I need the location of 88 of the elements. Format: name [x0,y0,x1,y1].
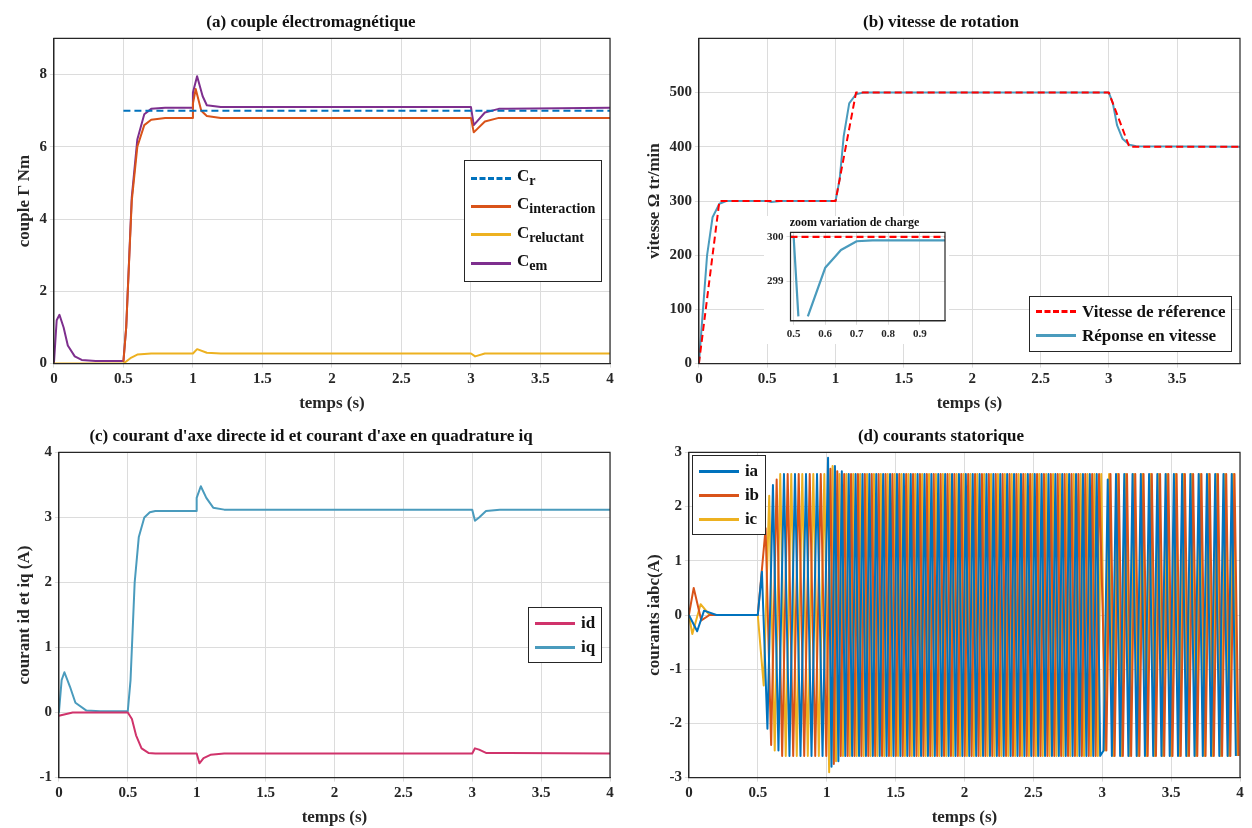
legend-label: C$_{interaction}$ [517,193,596,219]
x-tick-label: 1 [831,370,840,387]
x-axis-title: temps (s) [301,807,368,827]
legend-label: Réponse en vitesse [1082,324,1217,347]
y-tick-label: 1 [44,638,52,655]
legend-label: Vitesse de réference [1082,300,1226,323]
x-tick-label: 3.5 [1161,784,1181,801]
x-tick-label: 2 [328,370,336,387]
y-tick-label: 299 [767,273,784,286]
x-tick-label: 3 [1105,370,1113,387]
y-tick-label: 0 [684,354,692,371]
y-tick-label: 2 [44,573,52,590]
x-tick-label: 2 [330,784,339,801]
legend-label: C$_{r}$ [517,165,536,191]
x-axis-title: temps (s) [936,393,1003,413]
y-tick-label: 0 [39,354,47,371]
y-tick-label: -2 [669,714,682,731]
y-tick-label: 2 [39,282,47,299]
x-tick-label: 2 [960,784,969,801]
x-tick-label: 1.5 [253,370,272,387]
y-tick-label: 400 [669,137,692,154]
x-tick-label: 2.5 [393,784,413,801]
x-tick-label: 0.5 [757,370,777,387]
chart-title: (b) vitesse de rotation [863,11,1020,31]
y-axis-title: courant id et iq (A) [13,545,33,685]
y-tick-label: 100 [669,300,692,317]
y-axis-title: couple Γ Nm [13,154,33,248]
x-tick-label: 1 [189,370,197,387]
y-axis-title: courants iabc(A) [643,554,663,676]
x-tick-label: 1.5 [256,784,275,801]
x-tick-label: 1.5 [894,370,914,387]
y-tick-label: -1 [39,768,52,785]
x-tick-label: 4 [606,784,615,801]
y-tick-label: 3 [674,443,682,460]
legend-label: iq [581,636,596,658]
legend-label: id [581,612,596,634]
chart-title: (d) courants statorique [857,425,1025,445]
x-axis-title: temps (s) [299,393,365,413]
chart-title: (c) courant d'axe directe id et courant d'axe en quadrature iq [89,425,534,445]
y-tick-label: 2 [674,497,682,514]
y-tick-label: -1 [669,660,682,677]
y-tick-label: 300 [669,191,692,208]
y-tick-label: 4 [39,209,48,226]
chart-title: zoom variation de charge [789,215,920,230]
y-tick-label: 500 [669,83,692,100]
y-tick-label: 0 [674,605,682,622]
x-tick-label: 0.6 [818,327,833,340]
x-tick-label: 2 [968,370,976,387]
y-tick-label: 0 [44,703,52,720]
x-tick-label: 3 [1098,784,1106,801]
x-tick-label: 3 [467,370,475,387]
y-tick-label: 3 [44,508,52,525]
x-tick-label: 2.5 [1031,370,1050,387]
x-tick-label: 2.5 [1023,784,1043,801]
y-tick-label: -3 [669,768,682,785]
x-tick-label: 0 [695,370,703,387]
y-tick-label: 300 [767,229,784,242]
x-tick-label: 0.5 [118,784,138,801]
x-tick-label: 0.5 [786,327,802,340]
x-tick-label: 0.9 [912,327,928,340]
x-tick-label: 4 [1236,784,1245,801]
y-tick-label: 6 [39,137,48,154]
x-tick-label: 0.5 [114,370,133,387]
legend-label: ia [744,460,759,483]
y-tick-label: 8 [39,65,47,82]
y-tick-label: 1 [674,551,682,568]
x-tick-label: 2.5 [392,370,411,387]
x-tick-label: 0.5 [748,784,768,801]
x-axis-title: temps (s) [931,807,998,827]
y-axis-title: vitesse Ω tr/min [643,142,663,259]
chart-title: (a) couple électromagnétique [206,11,417,31]
legend-label: C$_{em}$ [517,250,548,276]
x-tick-label: 1 [822,784,831,801]
x-tick-label: 0.8 [881,327,896,340]
x-tick-label: 3.5 [531,370,550,387]
legend-label: ib [744,484,760,507]
x-tick-label: 1.5 [886,784,905,801]
x-tick-label: 1 [192,784,201,801]
legend-label: ic [744,508,758,531]
x-tick-label: 0 [55,784,63,801]
x-tick-label: 3.5 [1167,370,1187,387]
y-tick-label: 200 [669,246,692,263]
y-tick-label: 4 [44,443,53,460]
legend-label: C$_{reluctant}$ [517,221,585,248]
x-tick-label: 4 [606,370,615,387]
x-tick-label: 3 [468,784,476,801]
x-tick-label: 3.5 [531,784,551,801]
x-tick-label: 0.7 [849,327,865,340]
